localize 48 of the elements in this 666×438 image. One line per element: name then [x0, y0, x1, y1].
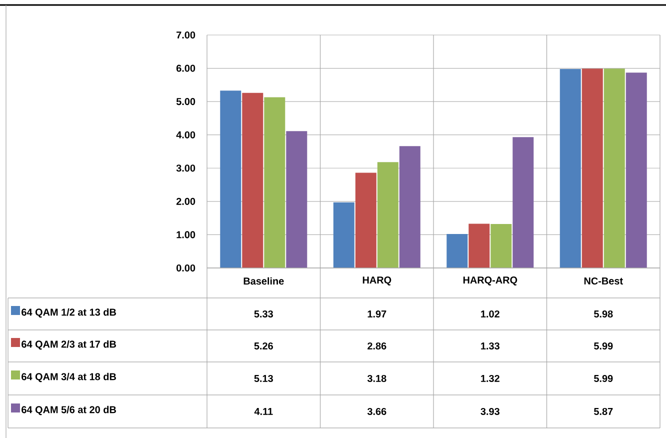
data-label: 3.66	[367, 408, 386, 416]
data-label: 1.32	[481, 374, 500, 382]
data-label: 2.86	[368, 342, 386, 350]
bar	[512, 137, 534, 268]
x-tick-label: NC-Best	[584, 277, 623, 285]
legend-label: 64 QAM 1/2 at 13 dB	[22, 308, 116, 318]
y-tick-label: 5.00	[176, 98, 196, 106]
bar	[377, 162, 398, 268]
bar	[264, 97, 286, 268]
bar	[468, 224, 490, 268]
data-label: 3.93	[480, 408, 500, 416]
legend-label: 64 QAM 3/4 at 18 dB	[22, 372, 116, 382]
data-label: 5.33	[254, 310, 273, 318]
data-label: 5.26	[254, 342, 273, 350]
data-label: 5.87	[594, 408, 613, 416]
y-tick-label: 1.00	[176, 231, 196, 238]
y-tick-label: 3.00	[176, 164, 196, 172]
data-label: 5.99	[594, 342, 613, 350]
data-label: 5.13	[254, 374, 273, 382]
bar	[220, 90, 242, 268]
bar	[399, 146, 420, 268]
bar	[582, 68, 603, 268]
data-label: 1.33	[481, 342, 500, 350]
bar	[560, 68, 581, 268]
y-tick-label: 2.00	[176, 198, 196, 205]
bar	[490, 224, 512, 268]
bar	[626, 72, 647, 268]
data-label: 4.11	[254, 408, 273, 415]
legend-label: 64 QAM 5/6 at 20 dB	[22, 406, 116, 416]
bar	[355, 172, 376, 268]
y-tick-label: 7.00	[176, 31, 196, 39]
data-label: 1.97	[368, 310, 386, 318]
bar	[604, 68, 625, 268]
y-tick-label: 6.00	[176, 64, 196, 72]
x-tick-label: Baseline	[244, 277, 284, 285]
data-label: 5.99	[594, 374, 613, 382]
x-tick-label: HARQ	[362, 276, 392, 286]
legend-label: 64 QAM 2/3 at 17 dB	[22, 340, 116, 350]
bar	[333, 202, 354, 268]
data-label: 3.18	[367, 374, 386, 382]
data-label: 1.02	[481, 310, 500, 318]
x-tick-label: HARQ-ARQ	[463, 276, 518, 286]
y-tick-label: 4.00	[176, 131, 196, 138]
y-tick-label: 0.00	[176, 264, 196, 272]
data-label: 5.98	[594, 310, 613, 318]
bar	[446, 234, 468, 268]
bar	[242, 92, 264, 268]
bar	[286, 131, 308, 268]
